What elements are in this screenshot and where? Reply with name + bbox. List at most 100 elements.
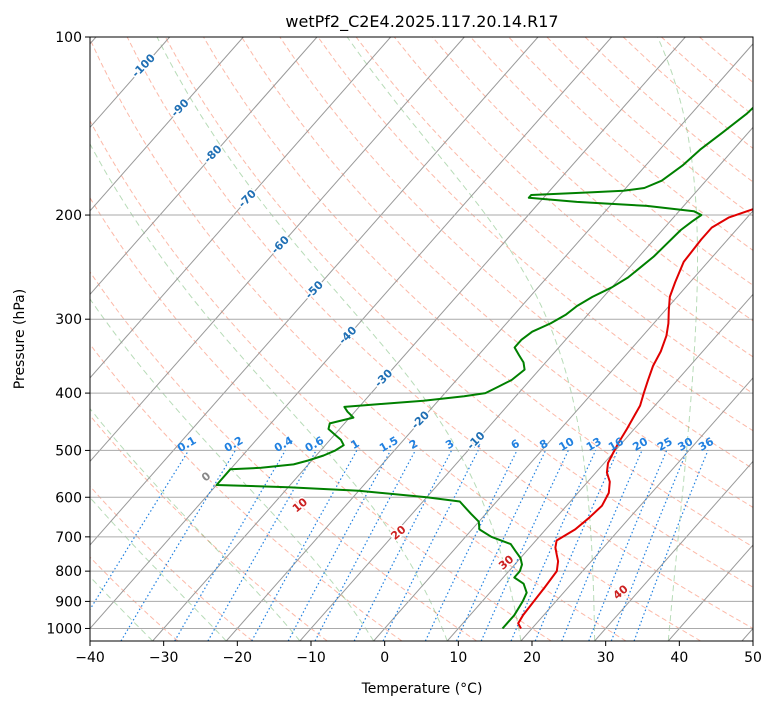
x-axis: −40 −30 −20 −10 0 10 20 30 40 50 (75, 641, 762, 666)
mixing-ratio-line (480, 450, 569, 641)
dry-adiabat-line (584, 37, 753, 183)
dry-adiabat-line (90, 119, 627, 641)
dry-adiabat-line (164, 37, 753, 588)
isotherm-line (90, 37, 318, 296)
mixing-ratio-line (287, 450, 392, 641)
dry-adiabat-line (393, 37, 753, 358)
isotherm-line (594, 460, 753, 641)
mixing-ratio-label: 0.2 (222, 434, 245, 455)
mixing-ratio-label: 0.6 (303, 434, 327, 455)
dry-adiabat-line (90, 196, 552, 641)
x-tick-label: 0 (380, 650, 389, 666)
y-tick-label: 800 (55, 564, 82, 580)
mixing-ratio-line (534, 450, 619, 641)
moist-adiabat-line (90, 142, 448, 641)
mixing-ratio-line (588, 450, 668, 641)
temperature-profile-line (517, 208, 753, 629)
x-tick-label: 20 (523, 650, 541, 666)
y-tick-label: 900 (55, 594, 82, 610)
mixing-ratio-label: 16 (606, 435, 626, 454)
mixing-ratio-line (207, 450, 317, 641)
x-tick-label: −30 (149, 650, 179, 666)
mixing-ratio-line (610, 450, 688, 641)
mixing-ratio-label: 10 (557, 435, 577, 454)
chart-title: wetPf2_C2E4.2025.117.20.14.R17 (285, 12, 558, 32)
dry-adiabat-label: 30 (496, 552, 516, 572)
mixing-ratio-label: 3 (443, 437, 456, 452)
x-tick-label: 40 (670, 650, 688, 666)
dry-adiabat-line (279, 37, 753, 470)
y-tick-label: 600 (55, 490, 82, 506)
y-tick-label: 100 (55, 30, 82, 46)
mixing-ratio-label: 13 (584, 435, 604, 454)
x-tick-label: 10 (449, 650, 467, 666)
plot-frame (89, 36, 754, 642)
mixing-ratio-label: 1 (349, 437, 362, 452)
mixing-ratio-label: 30 (676, 435, 696, 454)
isotherm-line (741, 627, 753, 641)
dry-adiabat-line (90, 414, 328, 641)
isotherm-line (90, 37, 539, 546)
y-tick-label: 200 (55, 208, 82, 224)
moist-adiabat-line (90, 496, 227, 641)
x-axis-label: Temperature (°C) (361, 681, 483, 697)
isotherm-line (373, 210, 753, 641)
moist-adiabat-line (90, 407, 301, 641)
mixing-ratio-label: 20 (630, 435, 650, 454)
moist-adiabat-line (657, 37, 698, 641)
dry-adiabat-line (241, 37, 753, 508)
mixing-ratio-label: 36 (696, 435, 716, 454)
mixing-ratio-label: 8 (537, 437, 550, 452)
isotherm-line (90, 37, 465, 463)
dewpoint-profile-line (215, 106, 753, 630)
x-tick-label: −10 (296, 650, 326, 666)
series-layer (215, 106, 753, 630)
mixing-ratio-line (174, 450, 286, 641)
isotherm-line (667, 544, 753, 641)
y-tick-label: 500 (55, 443, 82, 459)
mixing-ratio-label: 0.1 (175, 434, 198, 455)
x-tick-label: −40 (75, 650, 105, 666)
y-axis-label: Pressure (hPa) (12, 289, 28, 389)
isotherm-line (90, 37, 244, 212)
mixing-ratio-label: 1.5 (377, 434, 400, 455)
dry-adiabat-label: 20 (388, 523, 408, 543)
isotherm-line (225, 43, 753, 641)
y-tick-label: 300 (55, 312, 82, 328)
dry-adiabat-line (699, 37, 753, 84)
mixing-ratio-line (353, 450, 453, 641)
mixing-ratio-line (561, 450, 643, 641)
plot-area (90, 37, 753, 641)
y-tick-label: 700 (55, 530, 82, 546)
moist-adiabat-line (156, 37, 522, 641)
y-tick-label: 1000 (46, 621, 82, 637)
mixing-ratio-line (633, 450, 709, 641)
mixing-ratio-line (314, 450, 416, 641)
mixing-ratio-line (251, 450, 358, 641)
mixing-ratio-line (382, 450, 479, 641)
y-tick-label: 400 (55, 386, 82, 402)
isotherm-line (299, 126, 753, 641)
dry-adiabat-line (126, 37, 753, 630)
dry-adiabat-line (90, 37, 701, 641)
mixing-ratio-label: 6 (509, 437, 522, 452)
mixing-ratio-line (424, 450, 518, 641)
isotherm-line (520, 377, 753, 641)
moist-adiabat-line (346, 37, 596, 641)
isotherm-line (90, 37, 613, 630)
mixing-ratio-line (90, 450, 190, 611)
dry-adiabat-line (432, 37, 753, 322)
moist-adiabat-line (90, 298, 375, 641)
x-tick-label: 50 (744, 650, 762, 666)
dry-adiabat-line (90, 485, 253, 641)
mixing-ratio-label: 0.4 (272, 434, 296, 455)
isotherm-line (90, 37, 392, 379)
isotherm-line (446, 293, 753, 641)
dry-adiabat-line (90, 271, 477, 641)
x-tick-label: −20 (223, 650, 253, 666)
y-axis: 100 200 300 400 500 600 700 800 900 1000 (46, 30, 90, 637)
isotherm-line (152, 37, 686, 641)
dry-adiabat-line (317, 37, 753, 432)
dry-adiabat-line (546, 37, 753, 217)
